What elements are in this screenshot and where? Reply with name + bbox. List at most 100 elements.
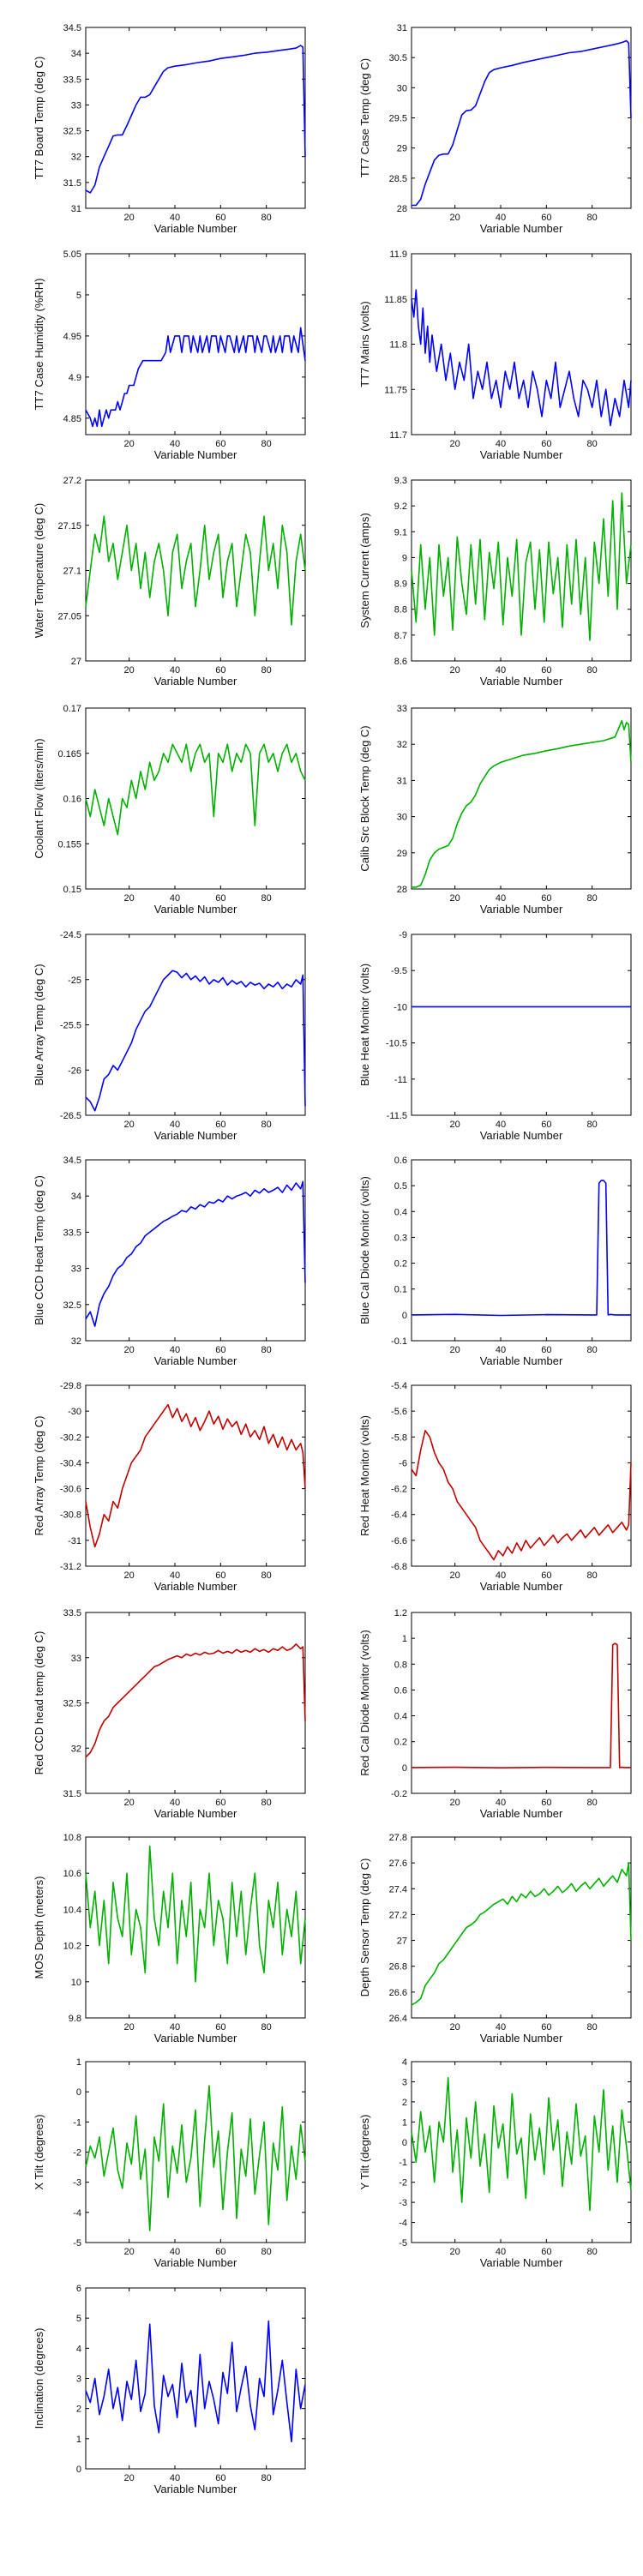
series-line [85,1643,306,1758]
y-tick-label: -2 [73,2148,81,2159]
x-axis-label: Variable Number [154,222,237,235]
y-tick-label: -30.2 [60,1432,81,1443]
y-tick-label: 0.5 [394,1181,407,1192]
x-axis-label: Variable Number [154,1807,237,1820]
y-axis-label: TT7 Case Temp (deg C) [358,58,371,177]
y-axis-label: TT7 Board Temp (deg C) [33,57,45,180]
y-tick-label: 32.5 [63,1699,81,1709]
y-tick-label: 29.5 [389,114,407,124]
x-tick-label: 80 [261,2022,272,2033]
x-axis-label: Variable Number [480,222,563,235]
y-axis-label: X Tilt (degrees) [33,2114,45,2189]
x-tick-label: 80 [587,1120,598,1130]
y-tick-label: 0.6 [394,1685,407,1696]
series-line [85,2085,306,2231]
x-tick-label: 80 [261,2247,272,2257]
x-tick-label: 20 [450,2247,460,2257]
y-tick-label: -6.8 [391,1562,407,1572]
y-tick-label: 33 [71,1264,81,1275]
x-tick-label: 20 [450,893,460,904]
y-tick-label: 0.16 [63,795,81,805]
y-axis-label: TT7 Case Humidity (%RH) [33,279,45,411]
x-tick-label: 80 [261,1570,272,1581]
x-tick-label: 20 [124,2247,135,2257]
x-axis-label: Variable Number [480,1580,563,1593]
y-tick-label: 0 [402,1763,407,1774]
y-tick-label: -25 [68,976,81,986]
y-tick-label: 1.2 [394,1608,407,1618]
x-tick-label: 60 [541,1345,551,1355]
y-tick-label: 10.2 [63,1942,81,1952]
y-tick-label: 4 [76,2344,81,2354]
y-tick-label: 27.05 [57,611,81,621]
plot-frame [411,253,632,435]
y-tick-label: -24.5 [60,930,81,940]
y-axis-label: TT7 Mains (volts) [358,301,371,387]
y-axis-label: Blue Array Temp (deg C) [33,964,45,1085]
y-tick-label: 1 [76,2435,81,2445]
series-line [85,2320,306,2443]
chart-panel: 20 40 60 80 -0.1 0 0.1 0.2 0.3 0.4 0.5 0.6 Variable … [358,1156,632,1367]
y-axis-label: Coolant Flow (liters/min) [33,738,45,858]
y-tick-label: 30 [397,813,407,823]
y-tick-label: -5 [399,2238,407,2249]
y-tick-label: -4 [73,2208,81,2219]
chart-panel: 20 40 60 80 11.7 11.75 11.8 11.85 11.9 Variable N… [358,249,632,461]
y-axis-label: Red Heat Monitor (volts) [358,1415,371,1536]
x-tick-label: 20 [124,439,135,449]
x-axis-label: Variable Number [154,448,237,461]
chart-panel: 20 40 60 80 -11.5 -11 -10.5 -10 -9.5 -9 Variable N… [358,930,632,1142]
y-tick-label: 0.2 [394,1738,407,1748]
y-tick-label: 27.8 [389,1833,407,1843]
y-tick-label: 9.8 [69,2014,81,2024]
x-tick-label: 40 [496,213,506,223]
y-tick-label: 32.5 [63,127,81,137]
y-tick-label: 4 [402,2057,407,2068]
x-tick-label: 40 [496,439,506,449]
y-tick-label: 31 [397,23,407,33]
y-tick-label: 0 [402,1311,407,1321]
x-tick-label: 40 [496,665,506,676]
x-tick-label: 60 [541,893,551,904]
y-tick-label: 4.95 [63,332,81,342]
y-tick-label: 31 [71,204,81,214]
series-line [412,719,632,888]
y-tick-label: 31.5 [63,1789,81,1799]
series-line [411,289,632,427]
x-tick-label: 80 [587,213,598,223]
x-axis-label: Variable Number [480,448,563,461]
y-tick-label: 0.3 [394,1233,407,1243]
plot-frame [411,934,632,1116]
chart-panel: 20 40 60 80 32 32.5 33 33.5 34 34.5 Variable Numbe… [33,1156,306,1367]
y-tick-label: 32 [71,1744,81,1754]
x-tick-label: 80 [261,439,272,449]
y-tick-label: 31.5 [63,178,81,189]
chart-panel: 20 40 60 80 8.6 8.7 8.8 8.9 9 9.1 9.2 9.3 Variable N… [358,476,632,688]
y-tick-label: 0.155 [57,839,81,850]
y-tick-label: -6.4 [391,1510,407,1521]
plot-frame [411,1612,632,1794]
x-tick-label: 60 [215,1570,225,1581]
y-tick-label: -5.4 [391,1381,407,1391]
y-axis-label: Water Temperature (deg C) [33,503,45,639]
plot-frame [85,1836,306,2019]
y-tick-label: 0.4 [394,1712,407,1722]
x-tick-label: 60 [215,2247,225,2257]
y-tick-label: 10.4 [63,1905,81,1915]
plot-frame [85,27,306,209]
y-tick-label: -1 [399,2158,407,2168]
y-tick-label: 26.4 [389,2014,407,2024]
chart-panel: 20 40 60 80 -6.8 -6.6 -6.4 -6.2 -6 -5.8 -5.6 -5.4 Va… [358,1381,632,1593]
y-tick-label: -29.8 [60,1381,81,1391]
x-tick-label: 60 [541,439,551,449]
y-tick-label: -6.2 [391,1485,407,1495]
y-axis-label: Depth Sensor Temp (deg C) [358,1858,371,1997]
x-tick-label: 60 [541,1120,551,1130]
y-axis-label: Calib Src Block Temp (deg C) [358,725,371,871]
x-tick-label: 60 [541,1798,551,1808]
x-tick-label: 40 [170,213,180,223]
y-tick-label: 29 [397,849,407,859]
y-tick-label: 28 [397,885,407,895]
x-tick-label: 20 [450,213,460,223]
x-tick-label: 40 [170,1798,180,1808]
